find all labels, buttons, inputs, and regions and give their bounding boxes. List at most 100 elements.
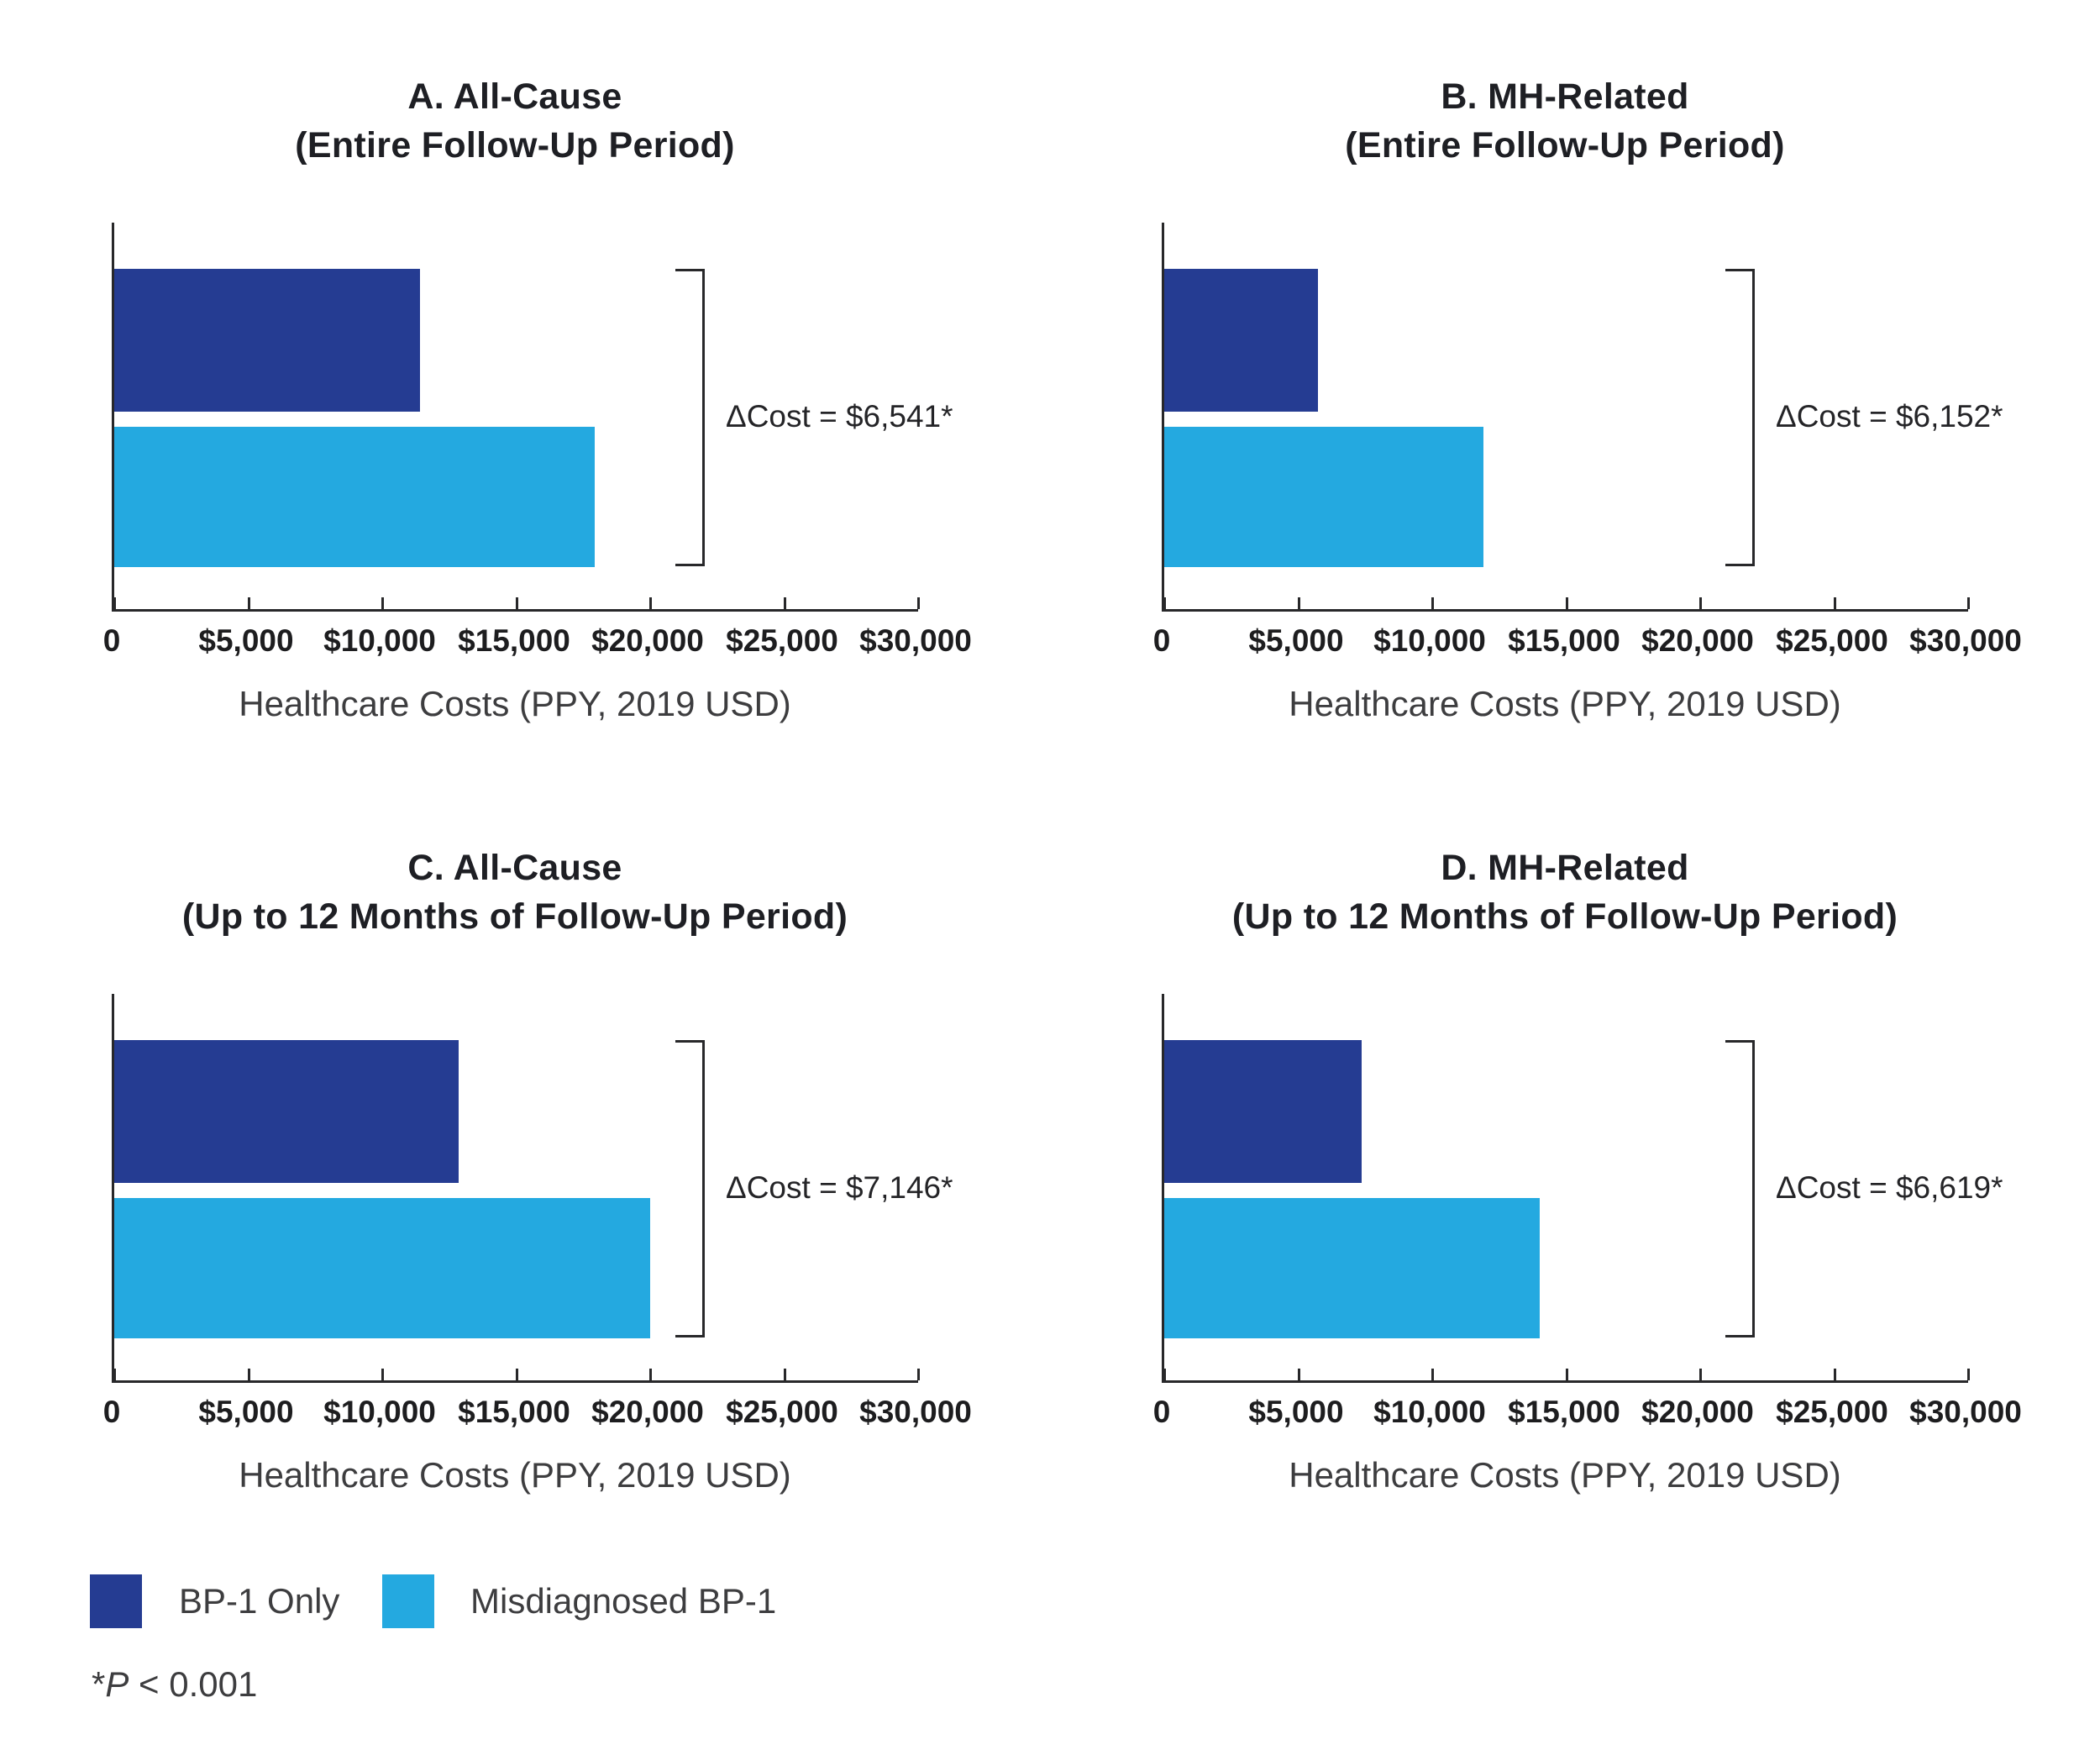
bar-bp1-only bbox=[1164, 1040, 1362, 1183]
x-axis-tick-label: $15,000 bbox=[458, 1395, 570, 1429]
x-axis-label: Healthcare Costs (PPY, 2019 USD) bbox=[1289, 1455, 1841, 1495]
x-axis-tick-mark bbox=[1967, 597, 1970, 609]
bar-misdiagnosed-bp1 bbox=[114, 427, 595, 567]
x-axis-tick-mark bbox=[1699, 1369, 1702, 1380]
x-axis-tick-label: $25,000 bbox=[726, 1395, 838, 1429]
x-axis-tick-mark bbox=[248, 1369, 250, 1380]
x-axis-tick-mark bbox=[381, 1369, 384, 1380]
plot-area bbox=[1162, 223, 1970, 612]
x-axis-tick-label: 0 bbox=[102, 1395, 121, 1429]
legend-swatch-misdiagnosed-bp1 bbox=[382, 1574, 434, 1628]
x-axis-tick-mark bbox=[248, 597, 250, 609]
x-axis-label: Healthcare Costs (PPY, 2019 USD) bbox=[239, 1455, 791, 1495]
x-axis-tick-mark bbox=[1431, 1369, 1434, 1380]
x-axis-tick-mark bbox=[1298, 1369, 1300, 1380]
panel-title-line2: (Up to 12 Months of Follow-Up Period) bbox=[181, 896, 848, 937]
legend-label-bp1-only: BP-1 Only bbox=[179, 1581, 340, 1621]
delta-cost-annotation: ΔCost = $6,541* bbox=[726, 398, 953, 434]
x-axis-tick-mark bbox=[1566, 597, 1568, 609]
panel-title: D. MH-Related (Up to 12 Months of Follow… bbox=[1050, 843, 2080, 941]
panel-title-line2: (Up to 12 Months of Follow-Up Period) bbox=[1231, 896, 1898, 937]
panel-title-line1: D. MH-Related bbox=[1441, 848, 1689, 888]
x-axis-tick-mark bbox=[1298, 597, 1300, 609]
x-axis-tick-mark bbox=[1834, 597, 1836, 609]
panel-a-all-cause-entire: A. All-Cause (Entire Follow-Up Period) 0… bbox=[0, 0, 1050, 771]
x-axis-tick-mark bbox=[113, 1369, 116, 1380]
plot-area bbox=[112, 994, 920, 1383]
delta-cost-annotation: ΔCost = $6,152* bbox=[1776, 398, 2003, 434]
x-axis-tick-label: 0 bbox=[1152, 623, 1171, 658]
plot-area bbox=[112, 223, 920, 612]
bar-bp1-only bbox=[114, 269, 420, 412]
delta-cost-annotation: ΔCost = $7,146* bbox=[726, 1169, 953, 1205]
difference-bracket bbox=[1725, 269, 1755, 566]
bar-misdiagnosed-bp1 bbox=[1164, 1198, 1540, 1338]
x-axis-tick-label: $30,000 bbox=[1909, 1395, 2022, 1429]
panel-title: A. All-Cause (Entire Follow-Up Period) bbox=[0, 72, 1030, 170]
x-axis-tick-mark bbox=[1566, 1369, 1568, 1380]
x-axis-tick-mark bbox=[1431, 597, 1434, 609]
x-axis-tick-label: $10,000 bbox=[323, 623, 436, 658]
delta-cost-annotation: ΔCost = $6,619* bbox=[1776, 1169, 2003, 1205]
panel-title-line1: C. All-Cause bbox=[407, 848, 622, 888]
x-axis-tick-label: $15,000 bbox=[458, 623, 570, 658]
x-axis-tick-label: $20,000 bbox=[591, 623, 704, 658]
footnote-rest: < 0.001 bbox=[129, 1664, 258, 1704]
panel-title-line2: (Entire Follow-Up Period) bbox=[1345, 125, 1785, 166]
x-axis-tick-mark bbox=[649, 1369, 652, 1380]
x-axis-tick-mark bbox=[113, 597, 116, 609]
x-axis-tick-label: 0 bbox=[1152, 1395, 1171, 1429]
panel-title: C. All-Cause (Up to 12 Months of Follow-… bbox=[0, 843, 1030, 941]
x-axis-tick-label: $25,000 bbox=[1776, 623, 1888, 658]
x-axis-tick-mark bbox=[1967, 1369, 1970, 1380]
x-axis-label: Healthcare Costs (PPY, 2019 USD) bbox=[239, 684, 791, 723]
panel-d-mh-related-12mo: D. MH-Related (Up to 12 Months of Follow… bbox=[1050, 771, 2100, 1542]
x-axis-tick-mark bbox=[1834, 1369, 1836, 1380]
x-axis-tick-label: $5,000 bbox=[198, 623, 294, 658]
x-axis-tick-label: 0 bbox=[102, 623, 121, 658]
x-axis-tick-label: $25,000 bbox=[1776, 1395, 1888, 1429]
x-axis-tick-mark bbox=[1163, 1369, 1166, 1380]
x-axis-tick-label: $15,000 bbox=[1508, 1395, 1620, 1429]
x-axis-tick-label: $25,000 bbox=[726, 623, 838, 658]
legend-swatch-bp1-only bbox=[90, 1574, 142, 1628]
bar-bp1-only bbox=[1164, 269, 1318, 412]
x-axis-tick-mark bbox=[917, 597, 920, 609]
difference-bracket bbox=[675, 269, 705, 566]
difference-bracket bbox=[1725, 1040, 1755, 1337]
x-axis-tick-label: $10,000 bbox=[1373, 623, 1486, 658]
x-axis-tick-label: $30,000 bbox=[859, 1395, 972, 1429]
x-axis-tick-label: $5,000 bbox=[198, 1395, 294, 1429]
panel-title-line1: B. MH-Related bbox=[1441, 76, 1689, 117]
bar-misdiagnosed-bp1 bbox=[1164, 427, 1483, 567]
footnote-p: P bbox=[105, 1664, 129, 1704]
x-axis-tick-mark bbox=[649, 597, 652, 609]
footnote-star: * bbox=[92, 1664, 106, 1704]
x-axis-label: Healthcare Costs (PPY, 2019 USD) bbox=[1289, 684, 1841, 723]
x-axis-tick-label: $20,000 bbox=[1641, 623, 1754, 658]
bar-misdiagnosed-bp1 bbox=[114, 1198, 650, 1338]
x-axis-tick-label: $5,000 bbox=[1248, 1395, 1344, 1429]
x-axis-tick-label: $20,000 bbox=[591, 1395, 704, 1429]
x-axis-tick-label: $30,000 bbox=[1909, 623, 2022, 658]
x-axis-tick-label: $10,000 bbox=[323, 1395, 436, 1429]
x-axis-tick-mark bbox=[516, 1369, 518, 1380]
x-axis-tick-label: $15,000 bbox=[1508, 623, 1620, 658]
x-axis-tick-mark bbox=[1163, 597, 1166, 609]
x-axis-tick-label: $20,000 bbox=[1641, 1395, 1754, 1429]
difference-bracket bbox=[675, 1040, 705, 1337]
x-axis-tick-label: $10,000 bbox=[1373, 1395, 1486, 1429]
panel-c-all-cause-12mo: C. All-Cause (Up to 12 Months of Follow-… bbox=[0, 771, 1050, 1542]
panel-b-mh-related-entire: B. MH-Related (Entire Follow-Up Period) … bbox=[1050, 0, 2100, 771]
x-axis-tick-mark bbox=[381, 597, 384, 609]
panel-title: B. MH-Related (Entire Follow-Up Period) bbox=[1050, 72, 2080, 170]
x-axis-tick-mark bbox=[784, 1369, 786, 1380]
x-axis-tick-mark bbox=[917, 1369, 920, 1380]
legend-label-misdiagnosed-bp1: Misdiagnosed BP-1 bbox=[470, 1581, 777, 1621]
x-axis-tick-mark bbox=[784, 597, 786, 609]
bar-bp1-only bbox=[114, 1040, 459, 1183]
x-axis-tick-mark bbox=[516, 597, 518, 609]
plot-area bbox=[1162, 994, 1970, 1383]
panel-title-line2: (Entire Follow-Up Period) bbox=[295, 125, 735, 166]
